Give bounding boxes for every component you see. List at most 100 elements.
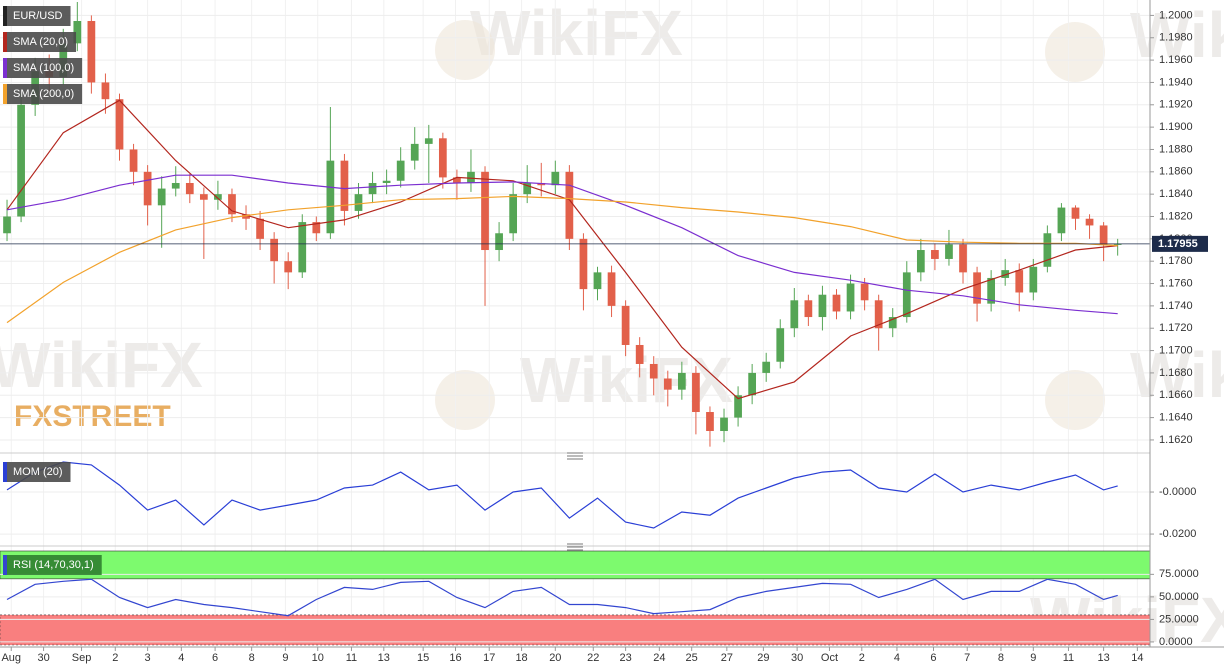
candle-body <box>846 283 855 312</box>
candle-body <box>424 138 433 144</box>
resize-handle[interactable] <box>567 452 583 460</box>
x-tick-label: 17 <box>483 652 495 664</box>
legend-label: SMA (200,0) <box>13 88 74 100</box>
candle-body <box>129 149 138 172</box>
candle-body <box>3 216 11 234</box>
legend-item: SMA (100,0) <box>3 58 83 78</box>
candle-body <box>677 372 686 390</box>
x-tick-label: 16 <box>449 652 461 664</box>
x-tick-label: 2 <box>859 652 865 664</box>
candle-body <box>214 194 222 200</box>
candle-body <box>73 20 82 44</box>
y-tick-label: 1.1700 <box>1159 344 1193 356</box>
candle-body <box>762 361 771 373</box>
candle-body <box>1043 233 1052 267</box>
legend-box <box>3 555 102 575</box>
candle-body <box>467 171 475 183</box>
legend-box <box>3 84 83 104</box>
y-tick-label: 1.1940 <box>1159 76 1193 88</box>
x-tick-label: 10 <box>312 652 324 664</box>
candle-body <box>396 160 405 181</box>
watermark: WikiFX <box>470 0 683 69</box>
candle-body <box>1071 207 1080 219</box>
x-tick-label: 23 <box>619 652 631 664</box>
y-tick-label: 1.1960 <box>1159 54 1193 66</box>
candle-body <box>438 138 447 178</box>
x-tick-label: 15 <box>417 652 429 664</box>
candle-body <box>1015 270 1024 293</box>
candle-body <box>523 182 532 195</box>
watermark: WikiFX <box>1130 0 1224 71</box>
legend-item: RSI (14,70,30,1) <box>3 555 102 575</box>
candle-body <box>101 82 110 100</box>
y-tick-label: 1.1880 <box>1159 143 1193 155</box>
candle-body <box>916 250 925 273</box>
candle-body <box>185 182 194 195</box>
x-tick-label: 14 <box>1131 652 1143 664</box>
y-tick-label: 1.1640 <box>1159 412 1193 424</box>
watermark-logo <box>435 370 495 430</box>
legend-item: SMA (200,0) <box>3 84 83 104</box>
x-tick-label: 9 <box>282 652 288 664</box>
x-tick-label: 6 <box>930 652 936 664</box>
watermark: WikiFX <box>0 329 203 401</box>
candle-body <box>1099 225 1108 245</box>
x-tick-label: 30 <box>37 652 49 664</box>
legend-box <box>3 32 77 52</box>
candle-body <box>818 294 827 318</box>
x-tick-label: 4 <box>178 652 184 664</box>
candle-body <box>298 222 307 273</box>
plot: 1.2000 1.1980 1.1960 1.1940 1.1920 1.1900 1.18… <box>0 0 1208 664</box>
candle-body <box>902 272 911 318</box>
x-tick-label: 24 <box>653 652 665 664</box>
candle-body <box>931 250 939 259</box>
x-tick-label: 13 <box>378 652 390 664</box>
x-tick-label: Oct <box>821 652 838 664</box>
x-tick-label: 6 <box>212 652 218 664</box>
legend-label: RSI (14,70,30,1) <box>13 559 94 571</box>
legend-swatch <box>3 84 7 104</box>
candle-body <box>1113 243 1122 245</box>
y-tick-label: 1.1780 <box>1159 255 1193 267</box>
candle-body <box>509 194 518 234</box>
candle-body <box>256 218 264 239</box>
candle-body <box>720 417 728 432</box>
candle-body <box>495 233 503 251</box>
last-price-tag <box>1152 235 1208 252</box>
candle-body <box>410 143 419 161</box>
y-tick-label: 1.1620 <box>1159 434 1193 446</box>
candle-body <box>804 300 813 318</box>
candle-body <box>312 222 321 234</box>
legend-swatch <box>3 6 7 26</box>
series-line <box>6 99 1118 400</box>
x-tick-label: 20 <box>549 652 561 664</box>
legend-label: MOM (20) <box>13 466 63 478</box>
x-tick-label: 27 <box>721 652 733 664</box>
legend-swatch <box>3 32 7 52</box>
candle-body <box>593 272 602 290</box>
resize-handle[interactable] <box>567 543 583 551</box>
candle-body <box>649 363 658 379</box>
candle-body <box>1057 207 1066 234</box>
candle-body <box>228 194 236 215</box>
candle-body <box>270 238 279 262</box>
candle-body <box>621 305 630 345</box>
y-tick-label: 1.1840 <box>1159 188 1193 200</box>
legend-swatch <box>3 58 7 78</box>
candle-body <box>607 272 616 306</box>
candle-body <box>284 261 293 273</box>
y-tick-label: 1.1680 <box>1159 367 1193 379</box>
candle-body <box>945 244 953 259</box>
candle-body <box>340 160 349 211</box>
legend-box <box>3 58 83 78</box>
watermark: WikiFX <box>520 344 733 416</box>
y-tick-label: 75.0000 <box>1159 568 1199 580</box>
series-line <box>6 195 1118 324</box>
candle-body <box>453 177 461 183</box>
candle-body <box>17 104 25 217</box>
legend-item: SMA (20,0) <box>3 32 77 52</box>
watermark-logo <box>1045 370 1105 430</box>
x-tick-label: 7 <box>964 652 970 664</box>
y-tick-label: -0.0000 <box>1159 486 1196 498</box>
